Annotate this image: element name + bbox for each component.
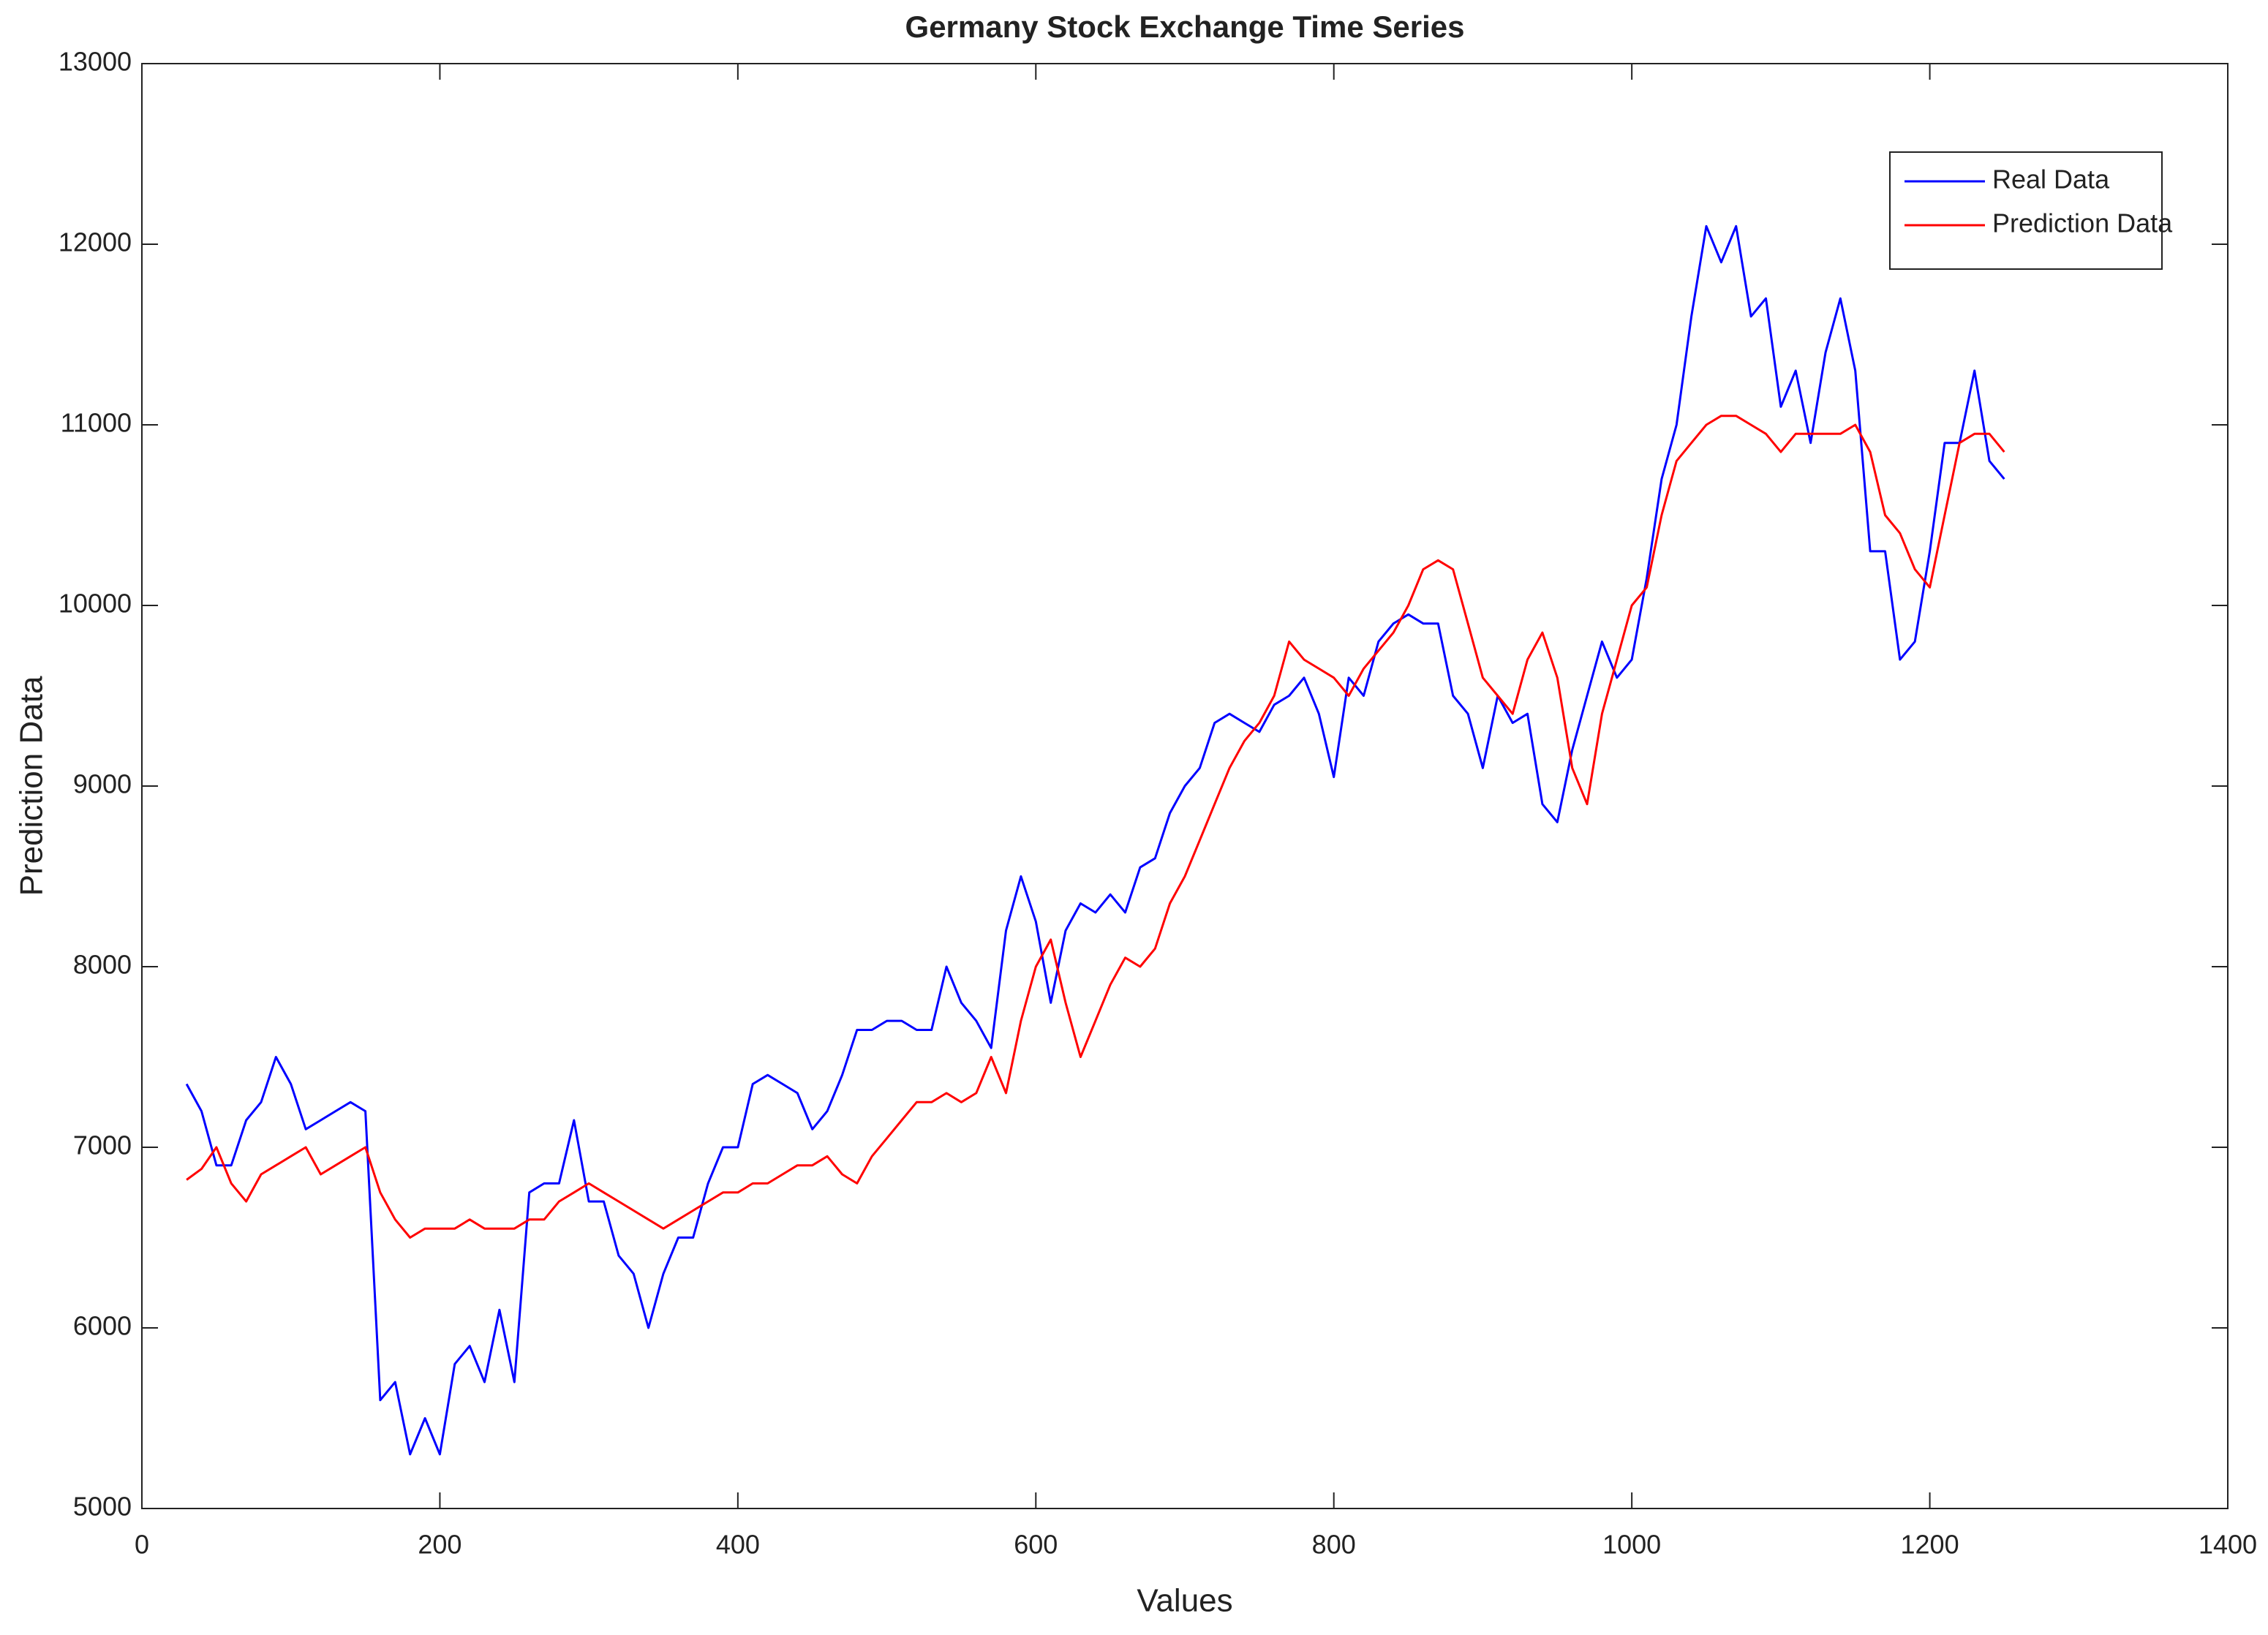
chart-title: Germany Stock Exchange Time Series xyxy=(905,10,1465,44)
y-tick-label: 6000 xyxy=(73,1311,132,1341)
x-tick-label: 600 xyxy=(1014,1530,1058,1560)
x-tick-label: 1000 xyxy=(1602,1530,1661,1560)
x-tick-label: 400 xyxy=(716,1530,760,1560)
x-axis-label: Values xyxy=(1137,1583,1232,1619)
legend-label: Real Data xyxy=(1992,165,2110,195)
y-tick-label: 5000 xyxy=(73,1492,132,1522)
legend-label: Prediction Data xyxy=(1992,208,2173,238)
x-tick-label: 1200 xyxy=(1901,1530,1959,1560)
x-tick-label: 1400 xyxy=(2199,1530,2257,1560)
series-line xyxy=(185,224,2005,1456)
legend: Real Data Prediction Data xyxy=(1889,151,2173,270)
y-tick-label: 11000 xyxy=(61,408,132,438)
series-line xyxy=(186,415,2005,1239)
x-tick-label: 0 xyxy=(135,1530,149,1560)
y-tick-label: 12000 xyxy=(59,227,132,257)
x-tick-label: 800 xyxy=(1312,1530,1356,1560)
y-tick-label: 8000 xyxy=(73,950,132,980)
y-tick-label: 7000 xyxy=(73,1130,132,1160)
y-tick-label: 10000 xyxy=(59,589,132,619)
x-tick-label: 200 xyxy=(418,1530,461,1560)
y-tick-label: 13000 xyxy=(59,47,132,77)
plot-frame xyxy=(141,63,2229,1509)
y-axis-label: Prediction Data xyxy=(14,676,50,896)
legend-box xyxy=(1889,151,2163,270)
y-tick-label: 9000 xyxy=(73,769,132,799)
